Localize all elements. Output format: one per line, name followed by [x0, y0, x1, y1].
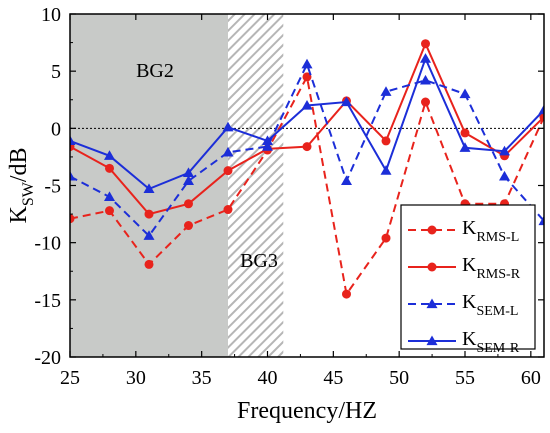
point-sem-r-46: [341, 96, 352, 107]
point-sem-r-37: [222, 121, 234, 132]
point-sem-r-28: [104, 150, 115, 160]
point-sem-r-52: [420, 53, 431, 63]
y-tick-label--10: -10: [34, 233, 61, 255]
point-rms-r-55: [460, 128, 470, 138]
point-rms-l-28: [105, 206, 114, 216]
point-sem-l-37: [222, 146, 234, 157]
point-sem-r-58: [499, 145, 510, 156]
point-sem-l-34: [183, 175, 194, 186]
point-rms-l-37: [223, 205, 233, 215]
point-sem-r-34: [183, 167, 194, 178]
y-tick-label--15: -15: [34, 290, 61, 312]
legend-marker-rms-l: [427, 225, 437, 235]
x-tick-label-45: 45: [323, 367, 343, 389]
y-tick-label--5: -5: [44, 176, 61, 198]
point-sem-l-25: [70, 170, 76, 181]
band-label-bg2: BG2: [136, 60, 174, 82]
x-axis-title: Frequency/HZ: [237, 398, 377, 424]
axis-titles: Frequency/HZ KSW/dB: [6, 147, 377, 424]
x-tick-label-25: 25: [60, 367, 80, 389]
legend-marker-sem-r: [426, 335, 438, 346]
point-sem-r-49: [380, 165, 392, 175]
point-rms-l-52: [421, 97, 430, 107]
y-axis-title: KSW/dB: [6, 147, 37, 223]
x-tick-label-30: 30: [126, 367, 146, 389]
x-tick-label-40: 40: [258, 367, 278, 389]
point-sem-r-31: [143, 183, 155, 194]
y-tick-label-0: 0: [51, 118, 61, 140]
legend-label-sem-l: KSEM-L: [462, 291, 518, 319]
x-tick-label-60: 60: [521, 367, 541, 389]
point-sem-r-43: [301, 99, 313, 110]
point-sem-l-52: [420, 74, 431, 85]
x-tick-label-50: 50: [389, 367, 409, 389]
point-rms-l-46: [342, 289, 351, 299]
point-rms-r-34: [184, 199, 193, 209]
point-sem-l-46: [341, 175, 352, 186]
point-sem-l-58: [499, 170, 510, 181]
band-bg3: [228, 14, 284, 357]
y-tick-label-10: 10: [41, 4, 61, 26]
band-label-bg3: BG3: [240, 250, 278, 272]
legend: KRMS-L KRMS-R KSEM-L KSEM-R: [400, 204, 536, 356]
point-rms-l-34: [184, 221, 193, 231]
point-sem-l-31: [143, 230, 155, 240]
legend-marker-rms-r: [427, 262, 437, 272]
point-rms-r-37: [223, 166, 233, 176]
legend-label-sem-r: KSEM-R: [462, 328, 520, 356]
point-rms-r-31: [144, 209, 154, 219]
y-tick-label--20: -20: [34, 347, 61, 369]
series-layer: [70, 39, 544, 299]
point-sem-l-28: [104, 191, 115, 202]
point-sem-r-55: [459, 142, 471, 152]
point-sem-l-40: [262, 141, 273, 151]
point-rms-l-31: [144, 259, 154, 269]
x-tick-label-35: 35: [192, 367, 212, 389]
point-sem-r-61: [538, 104, 544, 115]
point-sem-l-55: [459, 88, 471, 99]
point-rms-l-43: [302, 72, 312, 82]
point-rms-r-52: [421, 39, 430, 49]
point-rms-r-49: [381, 136, 391, 146]
point-rms-l-25: [70, 214, 75, 224]
x-tick-label-55: 55: [455, 367, 475, 389]
background-bands: BG2 BG3: [70, 14, 284, 357]
point-sem-r-40: [262, 135, 273, 146]
point-sem-r-25: [70, 135, 76, 146]
legend-marker-sem-l: [426, 298, 438, 309]
ticks: 25 30 35 40 45 50 55 60 -20 -15 -10 -5 0 5 10: [34, 4, 544, 389]
legend-label-rms-r: KRMS-R: [462, 254, 521, 282]
legend-label-rms-l: KRMS-L: [462, 217, 519, 245]
point-rms-l-49: [381, 233, 391, 243]
point-sem-l-43: [301, 58, 313, 69]
point-sem-l-61: [538, 215, 544, 226]
point-rms-r-43: [302, 142, 312, 152]
y-tick-label-5: 5: [51, 61, 61, 83]
point-sem-l-49: [380, 86, 392, 96]
point-rms-r-28: [105, 163, 114, 173]
